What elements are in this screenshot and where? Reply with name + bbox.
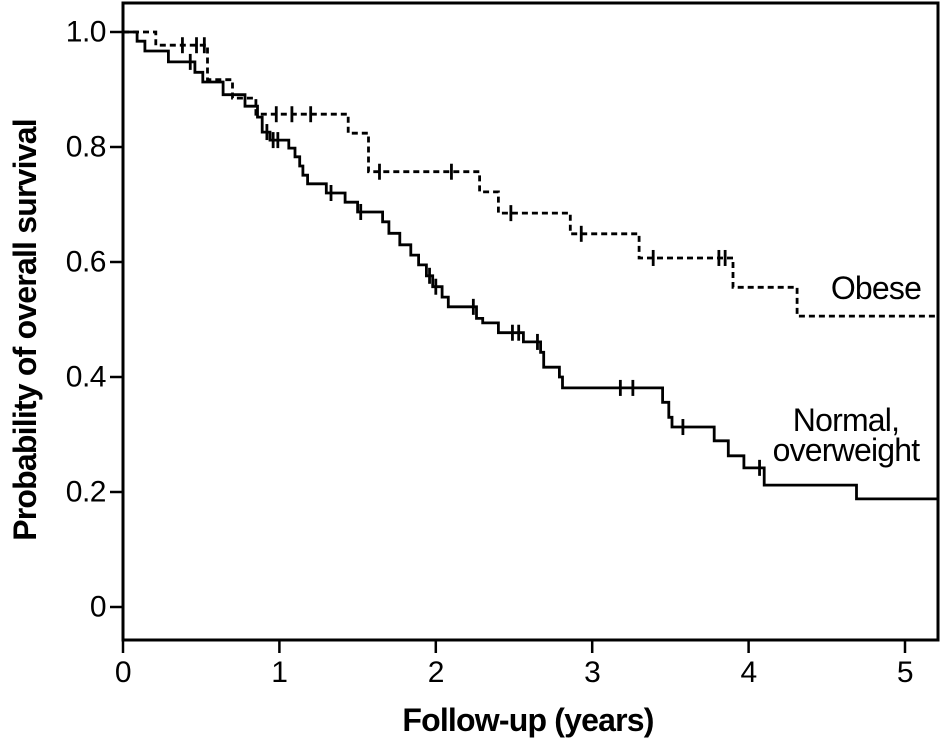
x-tick-label-5: 5 bbox=[897, 656, 913, 689]
y-tick-label-2: 0.6 bbox=[66, 246, 106, 279]
y-axis-title: Probability of overall survival bbox=[7, 119, 43, 541]
normal-overweight-curve bbox=[123, 30, 938, 501]
normal-overweight-series-label-line1: Normal, bbox=[793, 402, 899, 438]
x-axis-title: Follow-up (years) bbox=[402, 702, 653, 738]
curves-layer bbox=[123, 30, 938, 501]
normal-overweight-censor-marks bbox=[188, 53, 761, 476]
obese-curve bbox=[123, 30, 938, 318]
x-tick-label-3: 3 bbox=[584, 656, 600, 689]
x-tick-label-2: 2 bbox=[428, 656, 444, 689]
y-tick-label-3: 0.4 bbox=[66, 361, 106, 394]
x-tick-label-4: 4 bbox=[741, 656, 757, 689]
y-tick-label-1: 0.8 bbox=[66, 131, 106, 164]
x-tick-label-1: 1 bbox=[271, 656, 287, 689]
y-tick-label-4: 0.2 bbox=[66, 476, 106, 509]
axes-layer: 1.0 0.8 0.6 0.4 0.2 00 1 2 3 4 5 bbox=[66, 1, 940, 689]
obese-series-label: Obese bbox=[831, 270, 921, 306]
x-tick-label-0: 0 bbox=[115, 656, 131, 689]
obese-censor-marks bbox=[181, 37, 727, 266]
normal-overweight-series-label-line2: overweight bbox=[773, 432, 921, 468]
plot-frame bbox=[121, 1, 940, 642]
y-tick-label-0: 1.0 bbox=[66, 16, 106, 49]
y-tick-label-5: 0 bbox=[90, 591, 106, 624]
